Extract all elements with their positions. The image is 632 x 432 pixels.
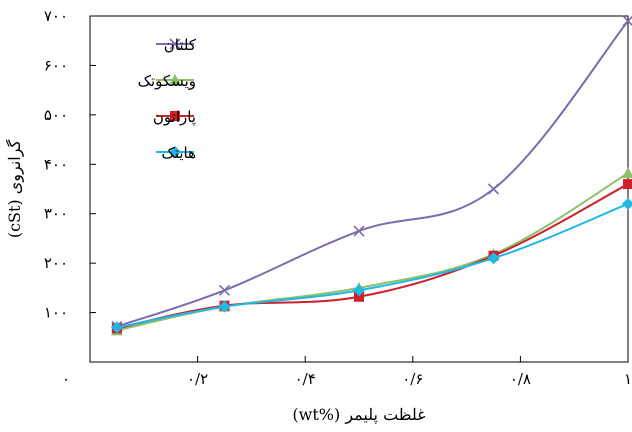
y-tick-label: ۱۰۰ [44,304,68,322]
series-triangle [110,167,632,336]
x-tick-label: ۰/۶ [402,370,423,388]
series-square [111,179,632,334]
series-x [111,15,632,332]
data-point [170,111,180,121]
data-point [169,146,181,158]
data-point [622,197,632,210]
series-line [116,20,629,328]
y-tick-label: ۲۰۰ [44,254,68,272]
y-tick-label: ۷۰۰ [44,7,68,25]
data-point [218,300,231,313]
y-axis: ۱۰۰ ۲۰۰ ۳۰۰ ۴۰۰ ۵۰۰ ۶۰۰ ۷۰۰ [44,7,96,322]
series-diamond [110,197,632,334]
data-point [622,167,632,179]
data-point [110,321,123,334]
data-point [487,252,500,265]
series-group [110,15,632,336]
data-point [622,15,632,27]
legend-item: ویسکوتک [138,72,196,90]
x-tick-label: ۰/۲ [187,370,208,388]
legend-item: کلتان [156,36,197,54]
data-point [353,284,365,297]
x-axis-title: غلظت پلیمر (%wt) [292,405,425,424]
x-tick-label: ۰/۴ [295,370,316,388]
y-tick-label: ۵۰۰ [44,106,68,124]
x-tick-label: ۰ [62,370,70,388]
y-tick-label: ۴۰۰ [44,155,68,173]
data-point [169,38,181,50]
data-point [354,291,364,302]
series-line [116,172,629,332]
y-tick-label: ۶۰۰ [44,56,68,74]
legend-item: هایتک [156,144,196,162]
y-axis-title: گرانروی (cSt) [5,139,24,238]
legend-item: پاراتون [153,108,196,127]
data-point [218,284,231,296]
data-point [487,183,500,195]
x-tick-label: ۰/۸ [510,370,531,388]
x-tick-label: ۱ [624,370,632,388]
legend-label: پاراتون [153,108,196,127]
data-point [353,225,365,237]
data-point [623,179,632,190]
legend-label: ویسکوتک [138,72,196,90]
y-tick-label: ۳۰۰ [44,205,68,223]
legend-label: هایتک [161,144,196,162]
legend: کلتان ویسکوتک پاراتون هایتک [138,36,197,162]
data-point [169,74,181,85]
legend-label: کلتان [164,36,197,54]
x-axis: ۰ ۰/۲ ۰/۴ ۰/۶ ۰/۸ ۱ [62,356,632,388]
series-line [116,183,629,330]
